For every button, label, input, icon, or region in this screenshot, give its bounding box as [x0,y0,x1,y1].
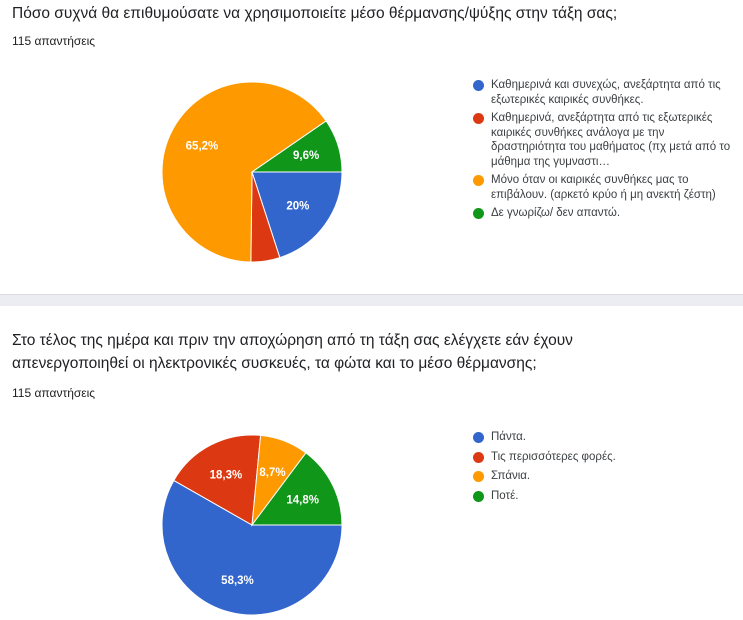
legend-label: Μόνο όταν οι καιρικές συνθήκες μας το επ… [491,174,716,201]
legend-color-dot [473,490,484,502]
card-divider [0,294,743,306]
legend-item: Τις περισσότερες φορές. [473,450,733,465]
legend-item: Καθημερινά, ανεξάρτητα από τις εξωτερικέ… [473,111,733,169]
pie-slice [250,120,343,173]
slice-data-label: 8,7% [259,467,285,479]
chart-legend: Καθημερινά και συνεχώς, ανεξάρτητα από τ… [473,78,733,225]
legend-item: Δε γνωρίζω/ δεν απαντώ. [473,206,733,221]
pie-chart: 58,3% 18,3% 8,7% 14,8% [161,434,343,616]
legend-color-dot [473,80,484,91]
slice-data-label: 20% [286,200,309,212]
slice-data-label: 58,3% [221,575,254,587]
legend-color-dot [473,451,484,463]
pie-slice [161,479,343,616]
legend-label: Καθημερινά, ανεξάρτητα από τις εξωτερικέ… [491,112,731,168]
chart-legend: Πάντα. Τις περισσότερες φορές. Σπάνια. Ποτέ… [473,430,733,508]
legend-color-dot [473,208,484,219]
legend-item: Καθημερινά και συνεχώς, ανεξάρτητα από τ… [473,78,733,107]
legend-label: Καθημερινά και συνεχώς, ανεξάρτητα από τ… [491,79,721,106]
legend-label: Τις περισσότερες φορές. [491,450,616,463]
legend-label: Δε γνωρίζω/ δεν απαντώ. [491,207,621,219]
legend-label: Πάντα. [491,431,526,443]
legend-color-dot [473,432,484,443]
pie-slice [251,452,343,526]
pie-slice [161,81,327,263]
legend-color-dot [473,175,484,186]
legend-item: Πάντα. [473,430,733,445]
legend-item: Σπάνια. [473,469,733,484]
legend-item: Ποτέ. [473,489,733,504]
slice-data-label: 14,8% [286,495,319,507]
response-count: 115 απαντήσεις [12,386,96,400]
legend-item: Μόνο όταν οι καιρικές συνθήκες μας το επ… [473,173,733,202]
pie-chart: 20% 65,2% 9,6% [161,81,343,263]
slice-data-label: 65,2% [186,140,219,152]
slice-data-label: 9,6% [293,150,319,162]
question-title: Στο τέλος της ημέρα και πριν την αποχώρη… [12,332,573,372]
question-title: Πόσο συχνά θα επιθυμούσατε να χρησιμοποι… [12,5,618,22]
legend-label: Ποτέ. [491,489,519,502]
pie-slice [251,171,343,259]
question-card-2: Στο τέλος της ημέρα και πριν την αποχώρη… [0,306,743,620]
slice-data-label: 18,3% [210,470,243,482]
legend-color-dot [473,471,484,482]
pie-slice [173,434,262,526]
response-count: 115 απαντήσεις [12,34,96,48]
legend-color-dot [473,113,484,124]
legend-label: Σπάνια. [491,470,531,482]
question-card-1: Πόσο συχνά θα επιθυμούσατε να χρησιμοποι… [0,0,743,294]
